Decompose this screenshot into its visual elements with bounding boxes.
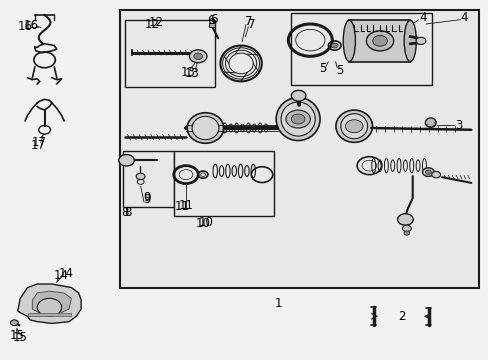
Bar	[348, 21, 409, 62]
Circle shape	[397, 214, 412, 225]
Text: 7: 7	[244, 15, 252, 28]
Text: 12: 12	[148, 17, 163, 30]
Circle shape	[431, 171, 440, 178]
Bar	[27, 313, 71, 316]
Ellipse shape	[335, 110, 372, 142]
Text: 15: 15	[13, 331, 28, 344]
Bar	[173, 151, 273, 216]
Ellipse shape	[343, 20, 355, 62]
Bar	[125, 21, 215, 87]
Text: 1: 1	[274, 297, 282, 310]
Text: 13: 13	[184, 67, 200, 80]
Text: 6: 6	[210, 13, 218, 26]
Circle shape	[372, 36, 386, 46]
Text: 6: 6	[207, 14, 215, 27]
Ellipse shape	[192, 116, 219, 140]
Text: 8: 8	[123, 206, 131, 219]
Text: 12: 12	[144, 18, 159, 31]
Text: 3: 3	[454, 119, 462, 132]
Circle shape	[330, 43, 337, 48]
Circle shape	[189, 50, 206, 63]
Circle shape	[345, 120, 362, 133]
Circle shape	[403, 231, 409, 235]
Circle shape	[10, 320, 18, 325]
Circle shape	[37, 298, 61, 316]
Ellipse shape	[425, 118, 435, 127]
Text: 5: 5	[335, 64, 343, 77]
Circle shape	[291, 114, 305, 124]
Circle shape	[136, 173, 145, 180]
Text: 17: 17	[31, 139, 46, 152]
Ellipse shape	[276, 98, 320, 140]
Polygon shape	[18, 284, 81, 323]
Text: 8: 8	[121, 206, 128, 219]
Text: 11: 11	[178, 199, 193, 212]
Text: 13: 13	[181, 66, 196, 79]
Circle shape	[425, 170, 430, 174]
Bar	[122, 151, 173, 207]
Text: 10: 10	[195, 216, 210, 230]
Text: 14: 14	[54, 269, 69, 282]
Circle shape	[285, 110, 310, 128]
Ellipse shape	[281, 102, 315, 136]
Text: 9: 9	[143, 193, 150, 206]
Ellipse shape	[187, 113, 224, 143]
Text: 4: 4	[418, 12, 426, 24]
Text: 17: 17	[31, 136, 46, 149]
Polygon shape	[32, 291, 71, 315]
Text: 16: 16	[24, 19, 39, 32]
Ellipse shape	[340, 114, 367, 139]
Ellipse shape	[404, 20, 415, 62]
Bar	[120, 10, 478, 288]
Bar	[208, 23, 214, 27]
Circle shape	[415, 37, 425, 44]
Text: 11: 11	[175, 200, 190, 213]
Circle shape	[402, 225, 410, 231]
Text: 5: 5	[318, 62, 325, 75]
Text: 7: 7	[247, 18, 255, 31]
Circle shape	[366, 31, 393, 51]
Text: 9: 9	[143, 191, 150, 204]
Text: 10: 10	[199, 216, 213, 229]
Circle shape	[422, 168, 433, 176]
Text: 14: 14	[59, 267, 74, 280]
Circle shape	[291, 90, 305, 101]
Text: 16: 16	[18, 21, 33, 33]
Bar	[290, 13, 431, 85]
Text: 2: 2	[397, 310, 405, 323]
Text: 4: 4	[459, 12, 467, 24]
Circle shape	[193, 53, 202, 59]
Text: 15: 15	[10, 329, 25, 342]
Circle shape	[119, 154, 134, 166]
